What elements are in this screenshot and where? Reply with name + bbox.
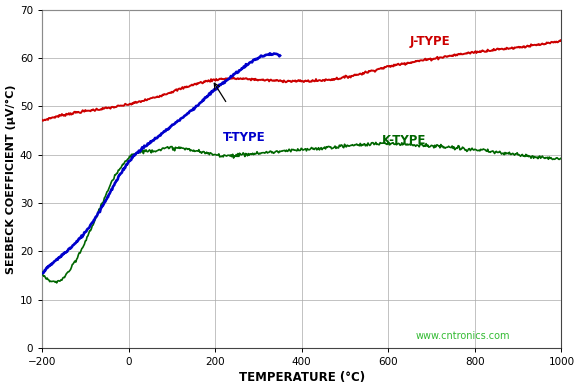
X-axis label: TEMPERATURE (°C): TEMPERATURE (°C) — [238, 371, 365, 385]
Text: T-TYPE: T-TYPE — [223, 131, 266, 144]
Text: J-TYPE: J-TYPE — [410, 34, 451, 48]
Text: www.cntronics.com: www.cntronics.com — [416, 332, 510, 342]
Y-axis label: SEEBECK COEFFICIENT (μV/°C): SEEBECK COEFFICIENT (μV/°C) — [6, 84, 16, 274]
Text: K-TYPE: K-TYPE — [382, 134, 426, 147]
